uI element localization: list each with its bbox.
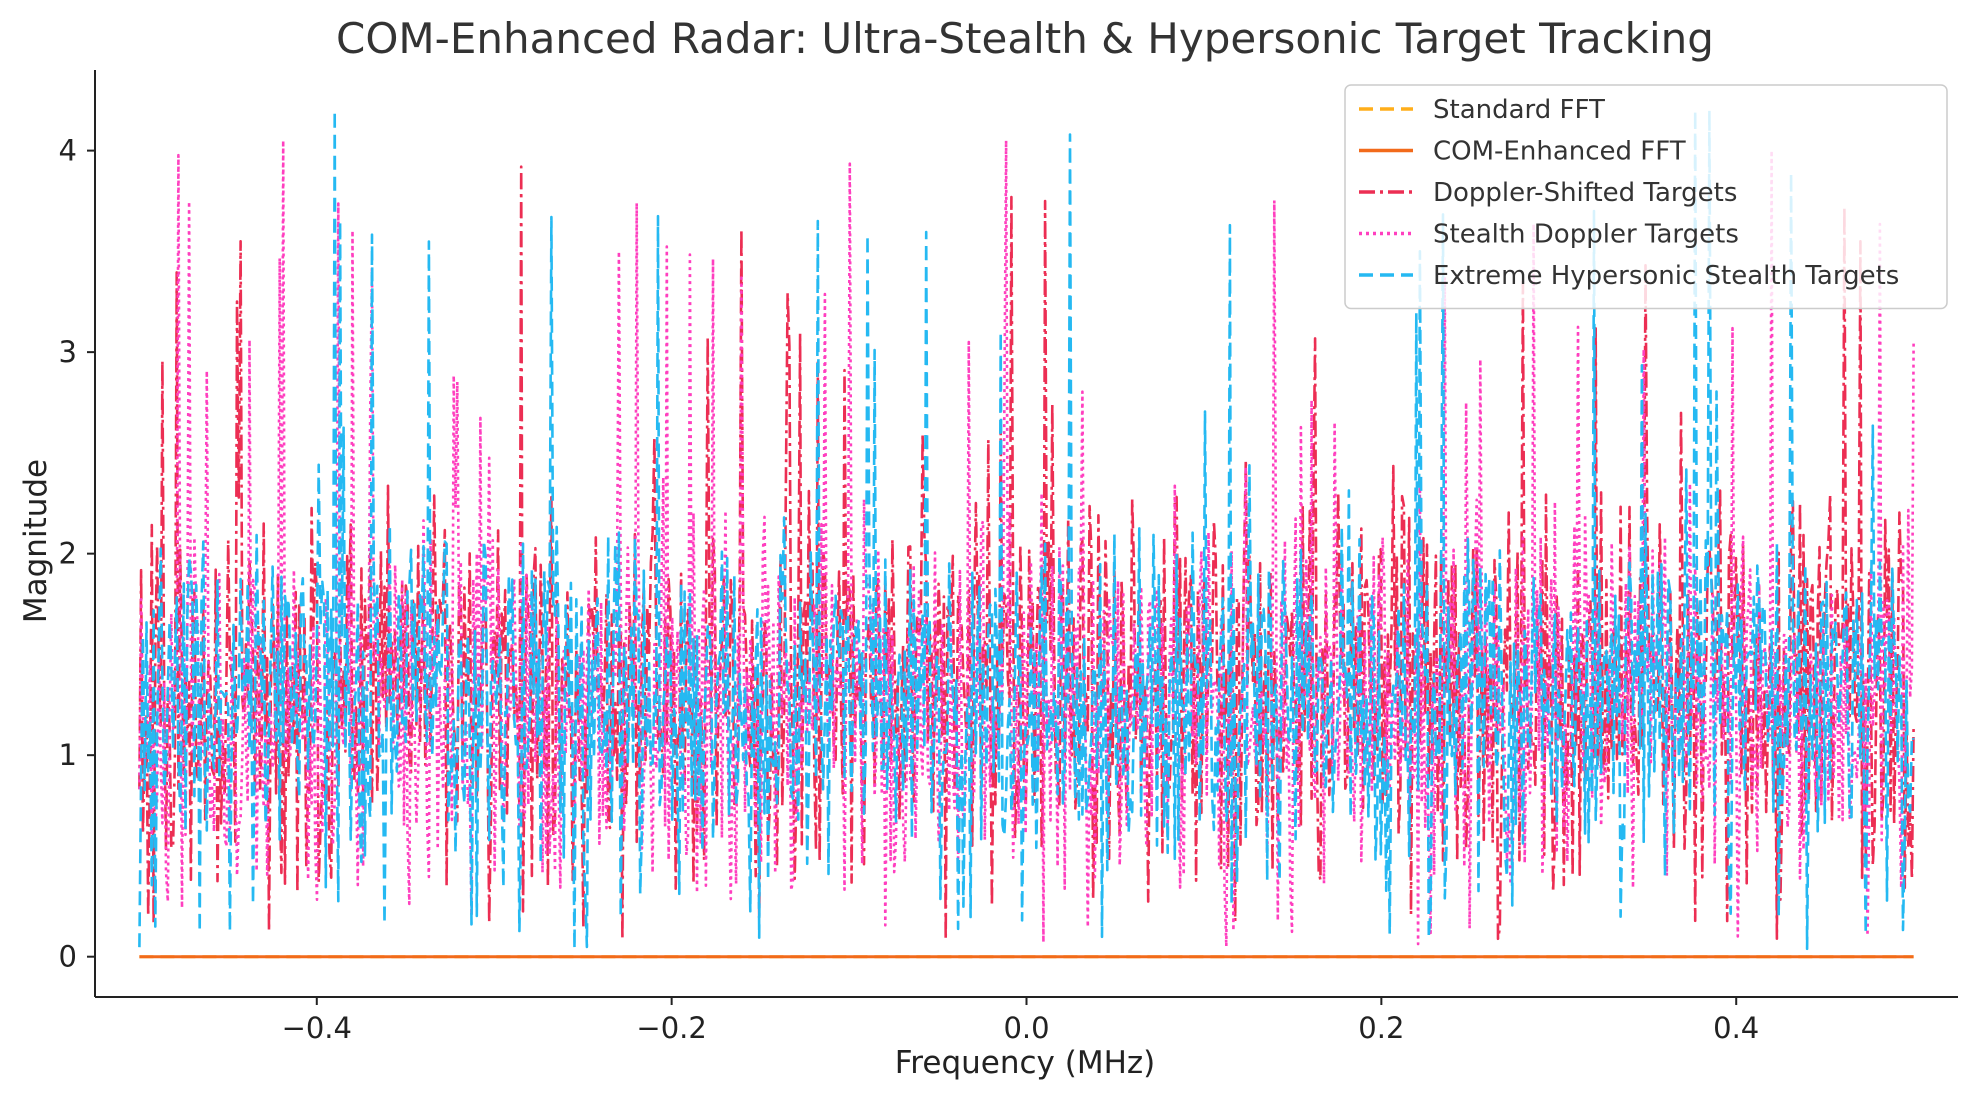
y-tick-label: 3 <box>59 335 77 369</box>
y-tick-label: 2 <box>59 537 77 571</box>
x-tick-label: −0.4 <box>282 1011 352 1045</box>
legend: Standard FFT COM-Enhanced FFT Doppler-Shif… <box>1344 84 1948 310</box>
legend-label: Extreme Hypersonic Stealth Targets <box>1433 261 1899 291</box>
y-tick-label: 1 <box>59 738 77 772</box>
legend-box <box>1344 84 1948 310</box>
chart-title: COM-Enhanced Radar: Ultra-Stealth & Hype… <box>336 14 1714 63</box>
series-line-4 <box>138 109 1915 951</box>
legend-label: COM-Enhanced FFT <box>1433 137 1686 167</box>
legend-label: Doppler-Shifted Targets <box>1433 178 1737 208</box>
x-tick-label: 0.4 <box>1713 1011 1759 1045</box>
x-axis-label: Frequency (MHz) <box>895 1045 1156 1081</box>
y-axis-label: Magnitude <box>18 459 54 623</box>
legend-label: Stealth Doppler Targets <box>1433 220 1739 250</box>
legend-label: Standard FFT <box>1433 95 1605 125</box>
plot-area <box>138 109 1915 959</box>
y-tick-label: 4 <box>59 134 77 168</box>
ticks: −0.4 −0.2 0.0 0.2 0.4 0 1 2 3 4 <box>59 134 1760 1045</box>
x-tick-label: 0.0 <box>1003 1011 1049 1045</box>
x-tick-label: 0.2 <box>1358 1011 1404 1045</box>
y-tick-label: 0 <box>59 940 77 974</box>
x-tick-label: −0.2 <box>636 1011 706 1045</box>
